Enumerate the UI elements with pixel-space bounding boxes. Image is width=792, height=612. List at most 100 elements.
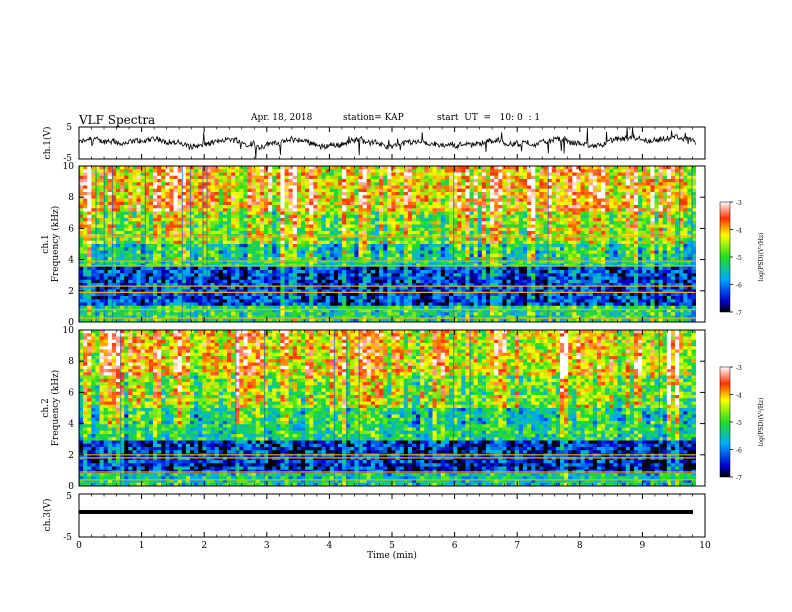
spectrogram-cell — [481, 247, 487, 251]
spectrogram-cell — [214, 192, 220, 196]
spectrogram-cell — [354, 237, 359, 242]
spectrogram-cell — [189, 166, 195, 170]
spectrogram-cell — [189, 218, 195, 222]
spectrogram-cell — [194, 205, 199, 209]
spectrogram-cell — [576, 188, 581, 193]
spectrogram-cell — [494, 208, 499, 212]
spectrogram-cell — [477, 205, 483, 209]
spectrogram-cell — [247, 240, 253, 245]
spectrogram-cell — [144, 240, 150, 245]
spectrogram-cell — [395, 205, 401, 209]
spectrogram-cell — [210, 166, 216, 170]
spectrogram-cell — [448, 201, 454, 206]
spectrogram-cell — [424, 253, 429, 258]
spectrogram-cell — [448, 237, 454, 242]
spectrogram-cell — [325, 195, 331, 199]
spectrogram-cell — [305, 208, 310, 212]
spectrogram-cell — [469, 221, 475, 225]
spectrogram-cell — [321, 244, 327, 248]
spectrogram-cell — [268, 185, 273, 190]
spectrogram-cell — [111, 179, 117, 183]
spectrogram-cell — [498, 218, 503, 222]
spectrogram-cell — [424, 166, 429, 170]
spectrogram-cell — [198, 221, 203, 225]
spectrogram-cell — [403, 270, 409, 274]
spectrogram-cell — [255, 240, 261, 245]
spectrogram-cell — [116, 224, 121, 229]
spectrogram-cell — [132, 169, 137, 173]
spectrogram-cell — [568, 179, 573, 183]
spectrogram-cell — [494, 166, 499, 170]
spectrogram-cell — [605, 250, 610, 255]
spectrogram-cell — [296, 192, 302, 196]
spectrogram-cell — [263, 182, 269, 186]
spectrogram-cell — [354, 270, 359, 274]
spectrogram-cell — [654, 240, 660, 245]
spectrogram-cell — [309, 195, 314, 199]
spectrogram-cell — [633, 166, 639, 170]
spectrogram-cell — [514, 172, 520, 177]
spectrogram-cell — [551, 201, 557, 206]
spectrogram-cell — [399, 214, 405, 219]
spectrogram-cell — [144, 227, 150, 232]
spectrogram-cell — [247, 169, 253, 173]
spectrogram-cell — [255, 237, 261, 242]
spectrogram-cell — [514, 208, 520, 212]
spectrogram-cell — [202, 257, 207, 261]
spectrogram-cell — [317, 266, 322, 271]
spectrogram-cell — [391, 247, 396, 251]
spectrogram-cell — [559, 266, 565, 271]
spectrogram-cell — [251, 169, 257, 173]
spectrogram-cell — [79, 240, 84, 245]
spectrogram-cell — [666, 240, 672, 245]
spectrogram-cell — [588, 237, 594, 242]
spectrogram-cell — [621, 188, 627, 193]
spectrogram-cell — [670, 169, 676, 173]
spectrogram-cell — [432, 231, 438, 235]
spectrogram-cell — [625, 270, 631, 274]
spectrogram-cell — [514, 205, 520, 209]
spectrogram-cell — [243, 214, 248, 219]
spectrogram-cell — [650, 224, 655, 229]
spectrogram-cell — [646, 253, 651, 258]
spectrogram-cell — [399, 266, 405, 271]
spectrogram-cell — [300, 188, 306, 193]
spectrogram-cell — [625, 237, 631, 242]
spectrogram-cell — [568, 250, 573, 255]
spectrogram-cell — [609, 244, 614, 248]
spectrogram-cell — [580, 221, 586, 225]
spectrogram-cell — [584, 257, 590, 261]
spectrogram-cell — [420, 175, 425, 180]
spectrogram-cell — [510, 257, 516, 261]
spectrogram-cell — [173, 218, 179, 222]
spectrogram-cell — [177, 208, 183, 212]
spectrogram-cell — [498, 244, 503, 248]
spectrogram-cell — [161, 175, 166, 180]
spectrogram-cell — [399, 192, 405, 196]
spectrogram-cell — [551, 231, 557, 235]
spectrogram-cell — [161, 192, 166, 196]
spectrogram-cell — [539, 218, 544, 222]
spectrogram-cell — [506, 175, 512, 180]
spectrogram-cell — [609, 257, 614, 261]
spectrogram-cell — [592, 227, 598, 232]
spectrogram-cell — [383, 182, 388, 186]
spectrogram-cell — [420, 247, 425, 251]
spectrogram-cell — [358, 266, 364, 271]
spectrogram-cell — [136, 221, 142, 225]
spectrogram-cell — [596, 175, 602, 180]
spectrogram-cell — [559, 257, 565, 261]
spectrogram-cell — [547, 208, 553, 212]
spectrogram-cell — [350, 208, 355, 212]
spectrogram-cell — [235, 214, 240, 219]
spectrogram-cell — [605, 175, 610, 180]
spectrogram-cell — [202, 237, 207, 242]
spectrogram-cell — [670, 221, 676, 225]
spectrogram-cell — [646, 198, 651, 203]
spectrogram-cell — [161, 201, 166, 206]
spectrogram-cell — [231, 201, 236, 206]
spectrogram-cell — [95, 227, 100, 232]
spectrogram-cell — [202, 205, 207, 209]
spectrogram-cell — [687, 227, 692, 232]
spectrogram-cell — [288, 169, 294, 173]
